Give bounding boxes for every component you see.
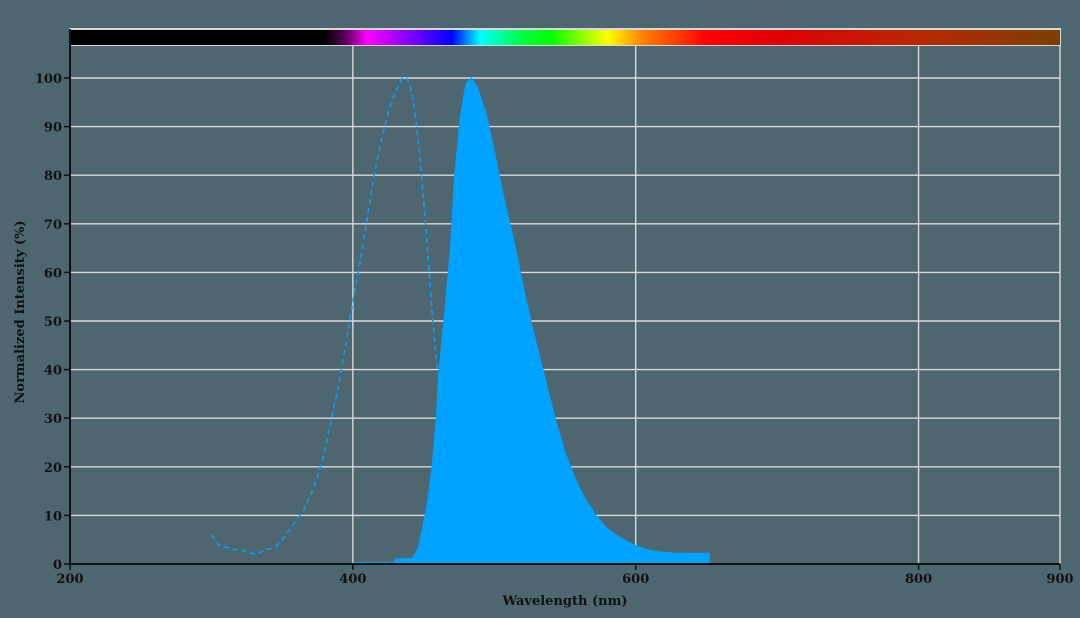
y-tick-label: 70: [44, 218, 62, 233]
visible-spectrum-bar: [69, 28, 1061, 46]
y-tick-label: 20: [44, 461, 62, 476]
grid-lines: [70, 45, 1061, 564]
y-tick-label: 50: [44, 315, 62, 330]
y-tick-label: 30: [44, 412, 62, 427]
y-tick-label: 80: [44, 169, 62, 184]
y-tick-label: 60: [44, 266, 62, 281]
x-tick-label: 900: [1046, 572, 1073, 587]
excitation-line: [210, 77, 440, 556]
y-tick-label: 100: [35, 72, 62, 87]
x-axis-label: Wavelength (nm): [502, 594, 628, 609]
y-tick-label: 40: [44, 364, 62, 379]
y-tick-label: 90: [44, 121, 62, 136]
plot-series: [210, 77, 710, 565]
emission-area: [353, 77, 710, 565]
x-tick-label: 800: [905, 572, 932, 587]
y-tick-label: 10: [44, 509, 62, 524]
axes: 0 10 20 30 40 50 60 70 80 90 100 200 400 600 800 900: [35, 29, 1074, 587]
x-tick-label: 600: [622, 572, 649, 587]
x-tick-label: 200: [56, 572, 83, 587]
y-tick-label: 0: [53, 558, 62, 573]
x-tick-label: 400: [339, 572, 366, 587]
y-axis-label: Normalized Intensity (%): [13, 221, 28, 404]
